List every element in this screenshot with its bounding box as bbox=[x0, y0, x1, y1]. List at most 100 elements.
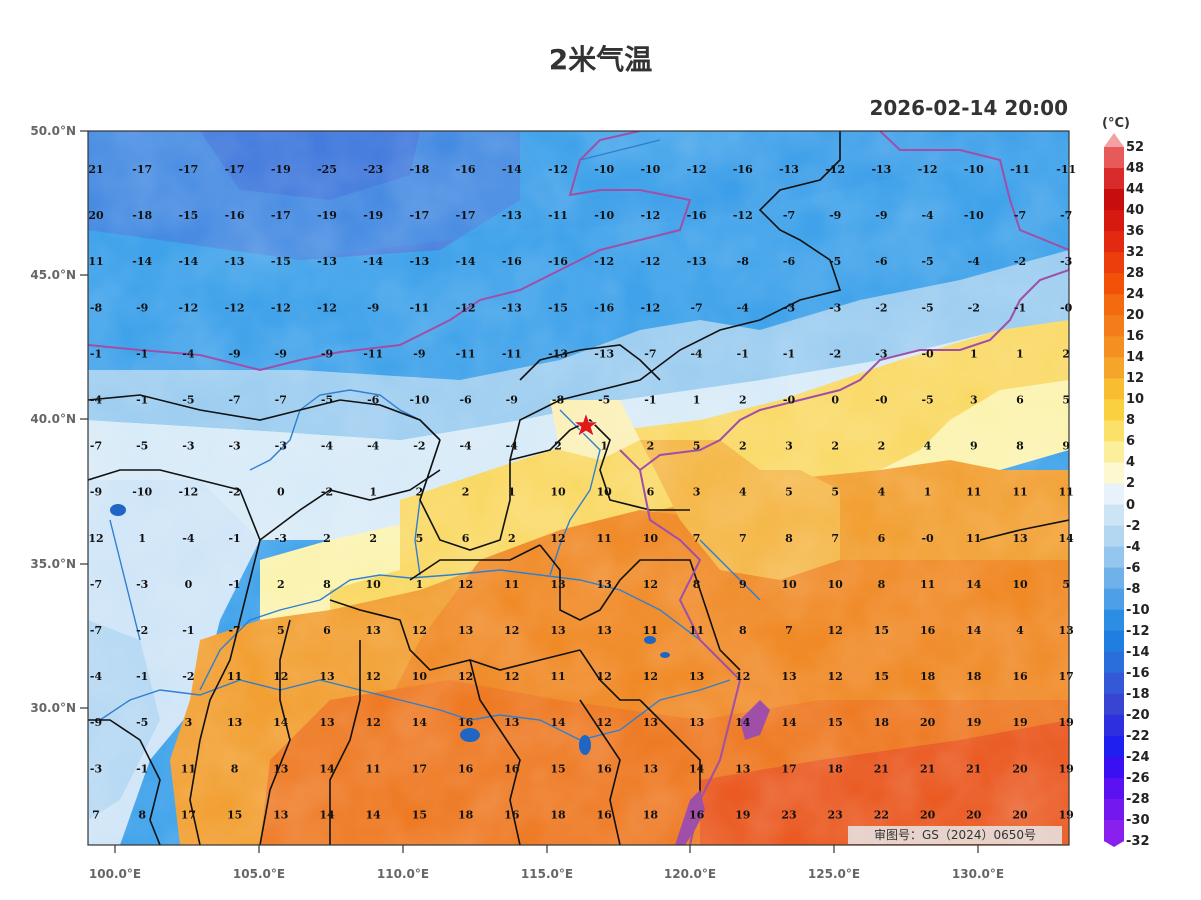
grid-value: -5 bbox=[136, 716, 148, 729]
grid-value: 7 bbox=[785, 624, 793, 637]
grid-value: -0 bbox=[783, 394, 796, 407]
latitude-axis: 50.0°N 45.0°N 40.0°N 35.0°N 30.0°N bbox=[30, 124, 88, 715]
grid-value: 10 bbox=[781, 578, 797, 591]
grid-value: 16 bbox=[458, 716, 474, 729]
grid-value: 20 bbox=[920, 716, 936, 729]
grid-value: 2 bbox=[739, 394, 747, 407]
lon-label: 120.0°E bbox=[664, 867, 716, 881]
grid-value: -5 bbox=[921, 394, 933, 407]
grid-value: 12 bbox=[366, 670, 381, 683]
colorbar-swatch bbox=[1104, 630, 1124, 653]
grid-value: -13 bbox=[502, 209, 522, 222]
grid-value: 3 bbox=[185, 716, 193, 729]
grid-value: -5 bbox=[598, 394, 610, 407]
grid-value: 13 bbox=[597, 578, 612, 591]
grid-value: 13 bbox=[319, 670, 334, 683]
colorbar-label: 20 bbox=[1126, 308, 1145, 324]
grid-value: 21 bbox=[920, 762, 935, 775]
colorbar-swatch bbox=[1104, 231, 1124, 253]
colorbar-swatch bbox=[1104, 252, 1124, 274]
grid-value: 2 bbox=[739, 440, 747, 453]
grid-value: 21 bbox=[88, 163, 103, 176]
colorbar-swatch bbox=[1104, 168, 1124, 190]
grid-value-labels: 21 -17 -17 -17 -19 -25 -23 -18 -16 -14 -12 -10 -10 -1… bbox=[88, 163, 1076, 821]
grid-value: -19 bbox=[363, 209, 383, 222]
grid-value: -1 bbox=[136, 347, 148, 360]
grid-value: -19 bbox=[317, 209, 337, 222]
grid-value: 13 bbox=[735, 762, 750, 775]
grid-value: -12 bbox=[178, 486, 198, 499]
grid-value: -6 bbox=[367, 394, 380, 407]
grid-value: -6 bbox=[875, 255, 888, 268]
grid-value: 0 bbox=[185, 578, 193, 591]
colorbar-swatch bbox=[1104, 588, 1124, 611]
grid-value: -5 bbox=[136, 440, 148, 453]
grid-value: -7 bbox=[228, 394, 240, 407]
grid-value: -16 bbox=[456, 163, 476, 176]
grid-value: 12 bbox=[458, 670, 473, 683]
grid-value: 2 bbox=[277, 578, 285, 591]
grid-value: -1 bbox=[737, 347, 749, 360]
grid-value: 11 bbox=[504, 578, 519, 591]
grid-value: 16 bbox=[504, 808, 520, 821]
colorbar-label: 6 bbox=[1126, 434, 1136, 450]
grid-value: 20 bbox=[966, 808, 982, 821]
colorbar-label: 48 bbox=[1126, 161, 1145, 177]
grid-value: -7 bbox=[275, 394, 287, 407]
grid-value: -1 bbox=[228, 578, 240, 591]
grid-value: 7 bbox=[693, 532, 701, 545]
grid-value: 17 bbox=[412, 762, 427, 775]
grid-value: 11 bbox=[227, 670, 242, 683]
grid-value: -5 bbox=[321, 394, 333, 407]
grid-value: -12 bbox=[317, 301, 337, 314]
colorbar-swatch bbox=[1104, 378, 1124, 400]
grid-value: 12 bbox=[412, 624, 427, 637]
grid-value: -4 bbox=[367, 440, 380, 453]
grid-value: 22 bbox=[874, 808, 889, 821]
grid-value: 15 bbox=[227, 808, 242, 821]
grid-value: -6 bbox=[783, 255, 796, 268]
colorbar-label: -6 bbox=[1126, 560, 1141, 576]
grid-value: 11 bbox=[366, 762, 381, 775]
grid-value: 13 bbox=[550, 624, 565, 637]
colorbar-label: 52 bbox=[1126, 140, 1145, 155]
grid-value: -16 bbox=[594, 301, 614, 314]
valid-datetime: 2026-02-14 20:00 bbox=[869, 96, 1068, 120]
grid-value: -2 bbox=[321, 486, 333, 499]
colorbar-label: -12 bbox=[1126, 623, 1150, 639]
grid-value: -9 bbox=[90, 486, 102, 499]
grid-value: 18 bbox=[966, 670, 982, 683]
grid-value: 1 bbox=[416, 578, 424, 591]
colorbar-swatch bbox=[1104, 714, 1124, 737]
grid-value: 13 bbox=[458, 624, 473, 637]
grid-value: 13 bbox=[643, 716, 658, 729]
grid-value: -16 bbox=[733, 163, 753, 176]
grid-value: -12 bbox=[640, 209, 660, 222]
grid-value: -14 bbox=[178, 255, 198, 268]
grid-value: 6 bbox=[323, 624, 331, 637]
grid-value: 11 bbox=[1012, 486, 1027, 499]
grid-value: 12 bbox=[735, 670, 750, 683]
grid-value: -11 bbox=[363, 347, 383, 360]
colorbar bbox=[1104, 133, 1124, 847]
grid-value: -16 bbox=[225, 209, 245, 222]
grid-value: 2 bbox=[831, 440, 839, 453]
grid-value: 11 bbox=[643, 624, 658, 637]
grid-value: -18 bbox=[132, 209, 152, 222]
grid-value: 4 bbox=[878, 486, 886, 499]
grid-value: 7 bbox=[831, 532, 839, 545]
grid-value: 5 bbox=[785, 486, 793, 499]
grid-value: 1 bbox=[600, 440, 608, 453]
grid-value: 1 bbox=[1016, 347, 1024, 360]
grid-value: -9 bbox=[90, 716, 102, 729]
grid-value: 18 bbox=[550, 808, 566, 821]
grid-value: 19 bbox=[1059, 716, 1074, 729]
grid-value: 14 bbox=[319, 808, 335, 821]
grid-value: 13 bbox=[273, 762, 288, 775]
colorbar-swatch bbox=[1104, 693, 1124, 716]
colorbar-label: 10 bbox=[1126, 392, 1145, 408]
grid-value: 15 bbox=[550, 762, 565, 775]
colorbar-unit: (°C) bbox=[1102, 116, 1130, 131]
grid-value: 14 bbox=[319, 762, 335, 775]
colorbar-swatch bbox=[1104, 672, 1124, 695]
